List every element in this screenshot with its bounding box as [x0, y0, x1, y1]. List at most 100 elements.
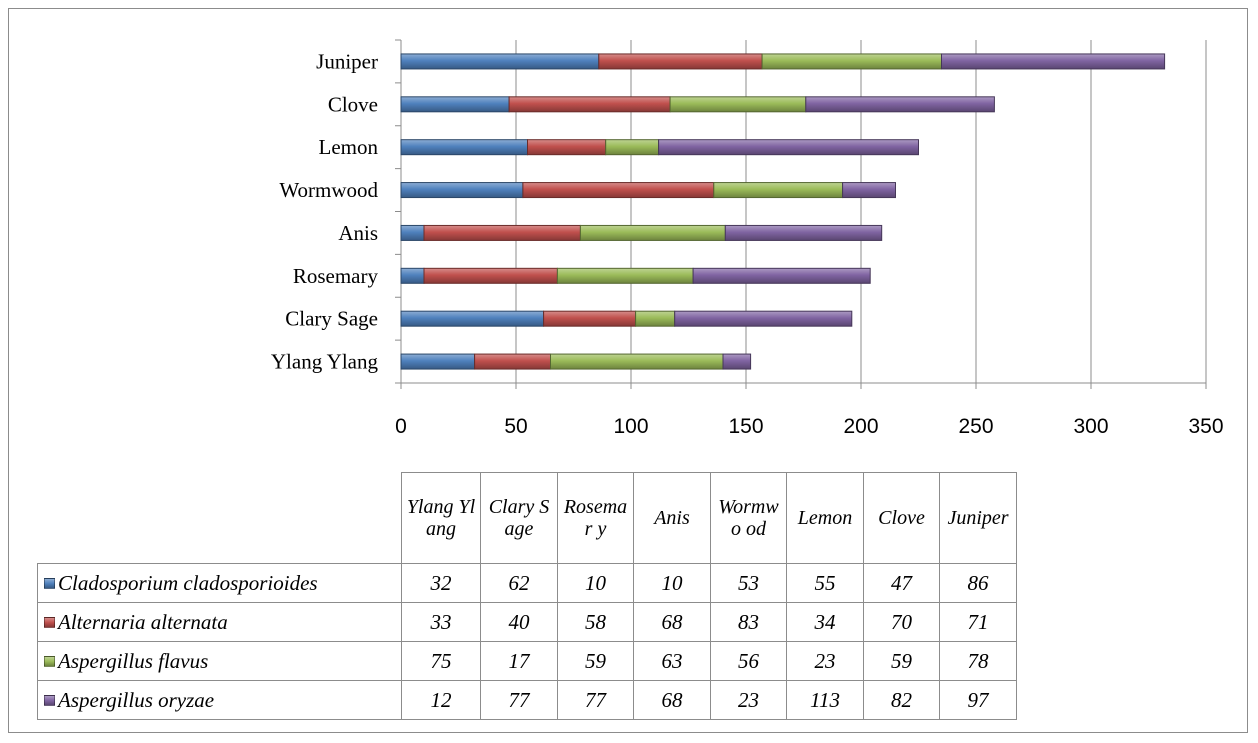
table-cell: 59 — [557, 641, 634, 681]
table-cell: 75 — [401, 641, 481, 681]
bar-segment — [605, 139, 660, 156]
table-cell: 10 — [633, 563, 711, 603]
bar-segment — [692, 267, 871, 284]
table-cell: 34 — [786, 602, 864, 642]
x-tick-label: 0 — [395, 415, 407, 438]
bar-segment — [400, 139, 528, 156]
table-cell: 83 — [710, 602, 787, 642]
axes — [395, 39, 1207, 389]
legend-key — [44, 616, 55, 628]
data-table: Ylang Ylang Clary Sage Rosemar y Anis Wo… — [37, 472, 1017, 720]
bar-segment — [400, 353, 476, 370]
bar-segment — [423, 267, 558, 284]
legend-entry: Cladosporium cladosporioides — [37, 563, 402, 603]
table-cell: 53 — [710, 563, 787, 603]
bar-segment — [941, 53, 1166, 70]
x-tick-label: 50 — [504, 415, 527, 438]
table-header: Rosemar y — [557, 472, 634, 564]
table-corner — [37, 472, 402, 564]
category-label: Ylang Ylang — [271, 350, 379, 374]
table-cell: 56 — [710, 641, 787, 681]
x-tick-label: 250 — [958, 415, 993, 438]
table-cell: 77 — [480, 680, 558, 720]
x-tick-label: 100 — [613, 415, 648, 438]
table-cell: 47 — [863, 563, 940, 603]
legend-entry: Aspergillus oryzae — [37, 680, 402, 720]
bar-segment — [669, 96, 807, 113]
bar-segment — [658, 139, 919, 156]
x-tick-label: 150 — [728, 415, 763, 438]
x-tick-label: 300 — [1073, 415, 1108, 438]
table-cell: 86 — [939, 563, 1017, 603]
category-label: Rosemary — [293, 264, 379, 288]
legend-key — [44, 655, 55, 667]
table-header: Ylang Ylang — [401, 472, 481, 564]
bar-segment — [400, 310, 545, 327]
bar-segment — [713, 182, 844, 199]
table-cell: 68 — [633, 680, 711, 720]
table-header: Lemon — [786, 472, 864, 564]
bar-segment — [400, 96, 510, 113]
bar-segment — [805, 96, 995, 113]
bar-segment — [400, 182, 524, 199]
table-cell: 17 — [480, 641, 558, 681]
table-cell: 58 — [557, 602, 634, 642]
bars — [400, 53, 1166, 370]
legend-entry: Aspergillus flavus — [37, 641, 402, 681]
table-cell: 63 — [633, 641, 711, 681]
x-tick-labels: 0 50 100 150 200 250 300 350 — [395, 415, 1223, 438]
bar-segment — [722, 353, 752, 370]
table-cell: 32 — [401, 563, 481, 603]
category-label: Clary Sage — [285, 307, 378, 331]
table-row: Alternaria alternata 33 40 58 68 83 34 70 71 — [37, 602, 1017, 642]
table-cell: 23 — [710, 680, 787, 720]
table-cell: 55 — [786, 563, 864, 603]
bar-segment — [423, 224, 581, 241]
bar-segment — [508, 96, 671, 113]
table-row: Cladosporium cladosporioides 32 62 10 10 53 55… — [37, 563, 1017, 603]
category-label: Juniper — [316, 49, 378, 73]
bar-segment — [556, 267, 694, 284]
category-label: Wormwood — [279, 178, 378, 202]
table-cell: 113 — [786, 680, 864, 720]
bar-segment — [598, 53, 763, 70]
series-name: Aspergillus oryzae — [58, 687, 215, 712]
category-label: Anis — [338, 221, 378, 245]
table-cell: 70 — [863, 602, 940, 642]
table-row: Aspergillus oryzae 12 77 77 68 23 113 82 97 — [37, 680, 1017, 720]
legend-key — [44, 694, 55, 706]
bar-segment — [522, 182, 715, 199]
table-cell: 78 — [939, 641, 1017, 681]
x-tick-label: 350 — [1188, 415, 1223, 438]
x-tick-label: 200 — [843, 415, 878, 438]
category-label: Lemon — [319, 135, 379, 159]
table-cell: 12 — [401, 680, 481, 720]
table-cell: 10 — [557, 563, 634, 603]
table-cell: 23 — [786, 641, 864, 681]
series-name: Cladosporium cladosporioides — [58, 570, 318, 595]
bar-segment — [527, 139, 607, 156]
table-cell: 77 — [557, 680, 634, 720]
table-cell: 59 — [863, 641, 940, 681]
bar-segment — [400, 267, 425, 284]
bar-segment — [635, 310, 676, 327]
legend-entry: Alternaria alternata — [37, 602, 402, 642]
table-cell: 97 — [939, 680, 1017, 720]
table-cell: 40 — [480, 602, 558, 642]
table-cell: 71 — [939, 602, 1017, 642]
table-header: Juniper — [939, 472, 1017, 564]
table-header: Clary Sage — [480, 472, 558, 564]
table-header: Clove — [863, 472, 940, 564]
bar-segment — [724, 224, 883, 241]
bar-segment — [400, 224, 425, 241]
bar-segment — [674, 310, 853, 327]
series-name: Aspergillus flavus — [58, 648, 209, 673]
legend-key — [44, 577, 55, 589]
table-row: Aspergillus flavus 75 17 59 63 56 23 59 78 — [37, 641, 1017, 681]
table-cell: 33 — [401, 602, 481, 642]
category-label: Clove — [328, 92, 378, 116]
series-name: Alternaria alternata — [58, 609, 228, 634]
bar-segment — [400, 53, 600, 70]
bar-segment — [761, 53, 942, 70]
category-labels: Ylang Ylang Clary Sage Rosemary Anis Wormwoo… — [271, 49, 379, 373]
